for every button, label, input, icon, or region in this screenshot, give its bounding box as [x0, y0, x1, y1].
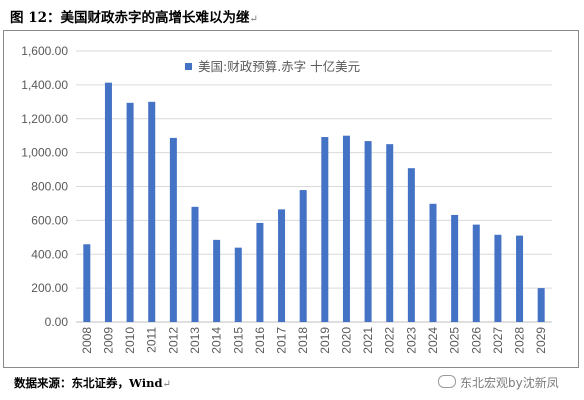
x-tick-label: 2029 — [534, 327, 548, 354]
bar — [386, 144, 394, 322]
bar — [429, 203, 437, 322]
x-tick-label: 2012 — [166, 327, 180, 354]
paragraph-mark-source: ↵ — [162, 379, 171, 390]
bar — [537, 288, 545, 322]
bar — [104, 82, 112, 322]
x-tick-label: 2017 — [275, 327, 289, 354]
bar — [213, 239, 221, 322]
figure-title: 图 12：美国财政赤字的高增长难以为继↵ — [10, 6, 258, 26]
y-tick-label: 200.00 — [31, 281, 68, 295]
x-tick-label: 2023 — [404, 327, 418, 354]
bar — [83, 244, 91, 322]
x-tick-label: 2024 — [426, 327, 440, 354]
watermark-text: 东北宏观by沈新凤 — [460, 376, 559, 390]
bar — [126, 102, 134, 322]
bar — [472, 224, 480, 322]
legend-swatch — [185, 63, 192, 70]
y-tick-label: 600.00 — [31, 213, 68, 227]
y-tick-label: 1,600.00 — [21, 44, 68, 58]
x-tick-label: 2019 — [318, 327, 332, 354]
y-tick-label: 400.00 — [31, 247, 68, 261]
source-note: 数据来源：东北证券，Wind↵ — [14, 375, 171, 391]
y-tick-label: 0.00 — [45, 315, 69, 329]
bar — [148, 101, 156, 322]
x-tick-label: 2028 — [513, 327, 527, 354]
x-tick-label: 2025 — [448, 327, 462, 354]
x-tick-label: 2013 — [188, 327, 202, 354]
bar — [407, 168, 415, 322]
y-tick-label: 1,200.00 — [21, 112, 68, 126]
figure-title-text: 图 12：美国财政赤字的高增长难以为继 — [10, 10, 250, 26]
bar — [256, 222, 264, 322]
x-tick-label: 2014 — [210, 327, 224, 354]
x-tick-label: 2015 — [231, 327, 245, 354]
bar — [278, 209, 286, 322]
bar — [234, 247, 242, 322]
x-tick-label: 2010 — [123, 327, 137, 354]
x-tick-label: 2022 — [383, 327, 397, 354]
bar — [494, 234, 502, 322]
bar — [342, 135, 350, 322]
chart-frame — [3, 30, 579, 368]
bar — [364, 141, 372, 322]
y-tick-label: 1,000.00 — [21, 146, 68, 160]
bar — [169, 137, 177, 322]
y-tick-label: 1,400.00 — [21, 78, 68, 92]
x-tick-label: 2011 — [145, 327, 159, 353]
y-tick-label: 800.00 — [31, 180, 68, 194]
bar — [516, 235, 524, 322]
wechat-icon — [438, 375, 456, 388]
x-tick-label: 2018 — [296, 327, 310, 354]
x-tick-label: 2020 — [339, 327, 353, 354]
bar — [321, 137, 329, 322]
x-tick-label: 2009 — [101, 327, 115, 354]
bar — [451, 214, 459, 322]
bar — [299, 190, 307, 322]
x-tick-label: 2027 — [491, 327, 505, 354]
paragraph-mark-title: ↵ — [249, 14, 258, 25]
source-text: 数据来源：东北证券，Wind — [14, 376, 163, 390]
bar-chart: 0.00 200.00 400.00 600.00 800.00 1,000.00 1,20… — [21, 44, 552, 354]
x-tick-label: 2016 — [253, 327, 267, 354]
bar — [191, 206, 199, 322]
x-tick-label: 2026 — [469, 327, 483, 354]
x-tick-label: 2021 — [361, 327, 375, 354]
watermark: 东北宏观by沈新凤 — [438, 374, 559, 391]
x-tick-label: 2008 — [80, 327, 94, 354]
legend-label: 美国:财政预算.赤字 十亿美元 — [198, 59, 360, 74]
figure-title-bar: 图 12：美国财政赤字的高增长难以为继↵ — [0, 0, 584, 30]
